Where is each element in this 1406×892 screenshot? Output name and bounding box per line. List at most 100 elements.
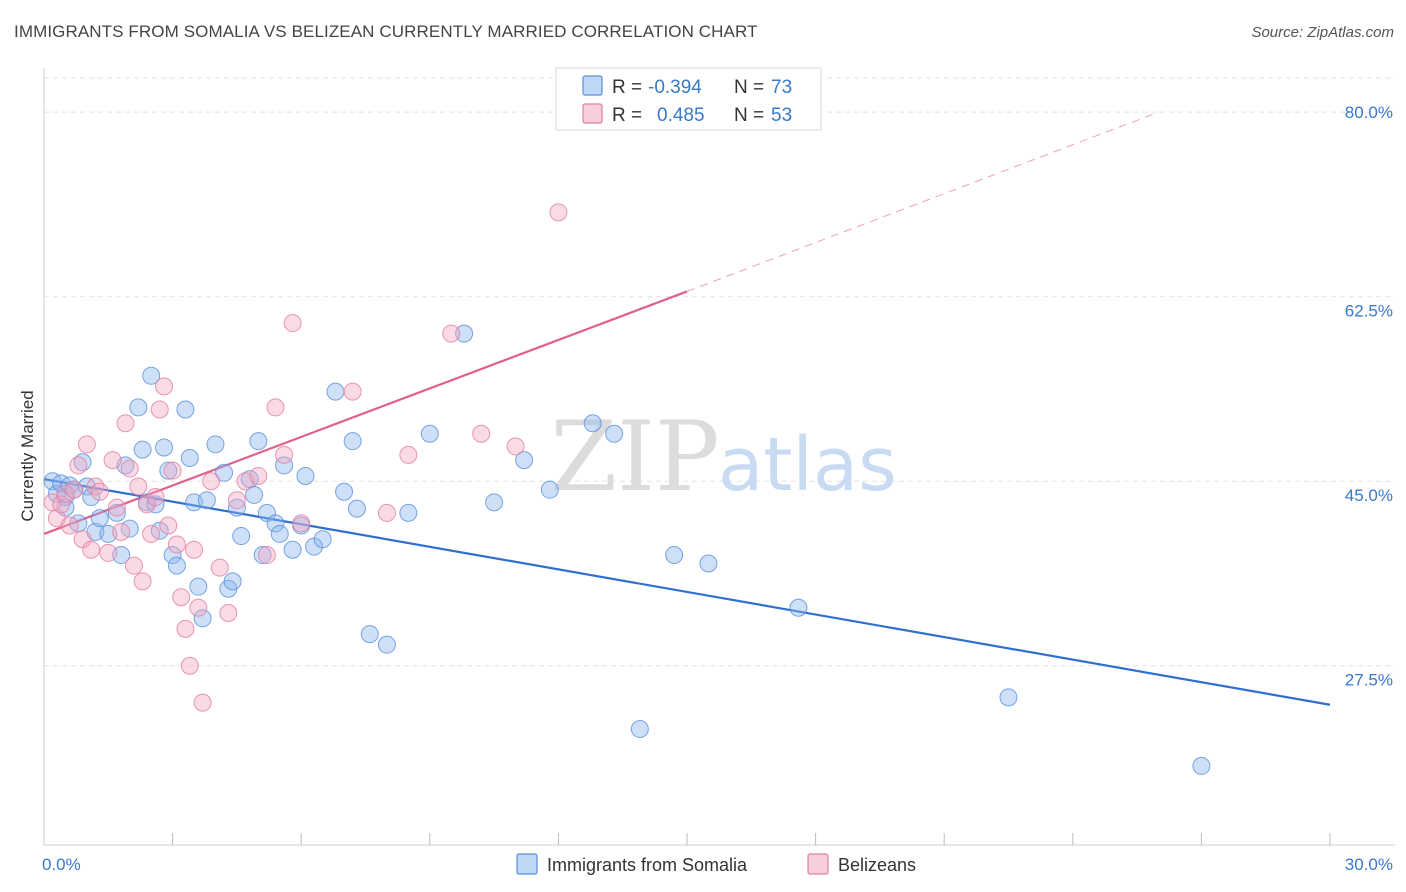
y-tick-label-2: 62.5% <box>1345 302 1393 321</box>
legend-row-belizeans: R = 0.485 N = 53 <box>582 103 792 126</box>
point-somalia-31 <box>189 577 208 596</box>
point-belizeans-49 <box>442 324 461 343</box>
point-somalia-28 <box>176 400 195 419</box>
point-belizeans-14 <box>107 498 126 517</box>
point-belizeans-24 <box>150 400 169 419</box>
point-belizeans-33 <box>189 598 208 617</box>
legend-r-value: 0.485 <box>657 105 705 126</box>
point-belizeans-34 <box>193 693 212 712</box>
point-somalia-19 <box>133 440 152 459</box>
point-belizeans-43 <box>275 445 294 464</box>
point-belizeans-8 <box>77 435 96 454</box>
point-belizeans-51 <box>506 437 525 456</box>
point-belizeans-23 <box>146 488 165 507</box>
point-somalia-39 <box>232 527 251 546</box>
axes <box>43 68 1395 846</box>
point-belizeans-41 <box>257 546 276 565</box>
point-somalia-53 <box>326 382 345 401</box>
chart-source: Source: ZipAtlas.com <box>1251 24 1394 41</box>
point-somalia-55 <box>343 432 362 451</box>
point-somalia-57 <box>360 625 379 644</box>
legend-n-label: N = <box>734 105 764 126</box>
point-belizeans-36 <box>210 558 229 577</box>
chart-title: IMMIGRANTS FROM SOMALIA VS BELIZEAN CURR… <box>14 22 758 41</box>
point-belizeans-44 <box>283 314 302 333</box>
point-somalia-18 <box>129 398 148 417</box>
point-belizeans-35 <box>202 472 221 491</box>
point-somalia-43 <box>253 546 272 565</box>
point-belizeans-6 <box>69 456 88 475</box>
point-somalia-21 <box>142 366 161 385</box>
bottom-legend-swatch-somalia <box>516 853 538 875</box>
point-somalia-63 <box>515 451 534 470</box>
y-tick-label-1: 45.0% <box>1345 486 1393 505</box>
legend-r-label: R = <box>612 105 642 126</box>
point-somalia-32 <box>193 609 212 628</box>
point-somalia-65 <box>583 414 602 433</box>
point-belizeans-17 <box>120 459 139 478</box>
bottom-legend: Immigrants from Somalia Belizeans <box>516 853 916 875</box>
legend-row-somalia: R = -0.394 N = 73 <box>582 75 792 98</box>
point-belizeans-37 <box>219 604 238 623</box>
point-somalia-60 <box>420 424 439 443</box>
point-somalia-66 <box>605 424 624 443</box>
x-tick-label-0: 0.0% <box>42 855 81 874</box>
point-belizeans-28 <box>167 535 186 554</box>
watermark: ZIP atlas <box>550 401 896 513</box>
legend-swatch-somalia <box>582 75 603 96</box>
point-belizeans-48 <box>399 445 418 464</box>
trend-line-1 <box>43 290 688 535</box>
legend-n-value: 73 <box>771 77 792 98</box>
point-belizeans-3 <box>56 484 75 503</box>
data-points <box>43 203 1211 775</box>
point-somalia-41 <box>245 485 264 504</box>
legend: R = -0.394 N = 73 R = 0.485 N = 53 <box>555 67 822 131</box>
legend-n-value: 53 <box>771 105 792 126</box>
point-somalia-37 <box>223 572 242 591</box>
legend-r-value: -0.394 <box>648 77 702 98</box>
point-somalia-50 <box>296 466 315 485</box>
point-belizeans-40 <box>249 466 268 485</box>
point-somalia-27 <box>167 556 186 575</box>
point-belizeans-50 <box>472 424 491 443</box>
point-belizeans-45 <box>292 514 311 533</box>
point-somalia-42 <box>249 432 268 451</box>
point-somalia-34 <box>206 435 225 454</box>
point-somalia-72 <box>1192 756 1211 775</box>
trend-line-0 <box>43 478 1331 706</box>
point-belizeans-27 <box>163 461 182 480</box>
point-somalia-46 <box>270 524 289 543</box>
x-tick-labels: 0.0% 30.0% <box>42 855 1393 874</box>
point-somalia-68 <box>665 546 684 565</box>
point-somalia-29 <box>180 449 199 468</box>
point-belizeans-5 <box>65 480 84 499</box>
point-belizeans-25 <box>155 377 174 396</box>
point-somalia-70 <box>789 598 808 617</box>
point-somalia-10 <box>82 488 101 507</box>
point-somalia-48 <box>283 540 302 559</box>
point-belizeans-15 <box>112 522 131 541</box>
gridlines <box>44 77 1395 667</box>
point-somalia-33 <box>197 491 216 510</box>
point-belizeans-29 <box>172 588 191 607</box>
y-tick-labels: 27.5% 45.0% 62.5% 80.0% <box>1345 103 1393 690</box>
point-somalia-26 <box>163 546 182 565</box>
x-tick-label-1: 30.0% <box>1345 855 1393 874</box>
point-belizeans-20 <box>133 572 152 591</box>
legend-swatch-belizeans <box>582 103 603 124</box>
point-belizeans-22 <box>142 524 161 543</box>
point-somalia-38 <box>227 498 246 517</box>
point-belizeans-46 <box>343 382 362 401</box>
point-somalia-58 <box>377 635 396 654</box>
y-axis-title: Currently Married <box>18 390 37 521</box>
legend-r-label: R = <box>612 77 642 98</box>
watermark-zip: ZIP <box>550 401 719 513</box>
point-somalia-62 <box>485 493 504 512</box>
bottom-legend-label-somalia: Immigrants from Somalia <box>547 855 748 875</box>
point-belizeans-30 <box>176 619 195 638</box>
point-belizeans-42 <box>266 398 285 417</box>
point-somalia-24 <box>155 438 174 457</box>
point-somalia-52 <box>313 530 332 549</box>
point-belizeans-16 <box>116 414 135 433</box>
